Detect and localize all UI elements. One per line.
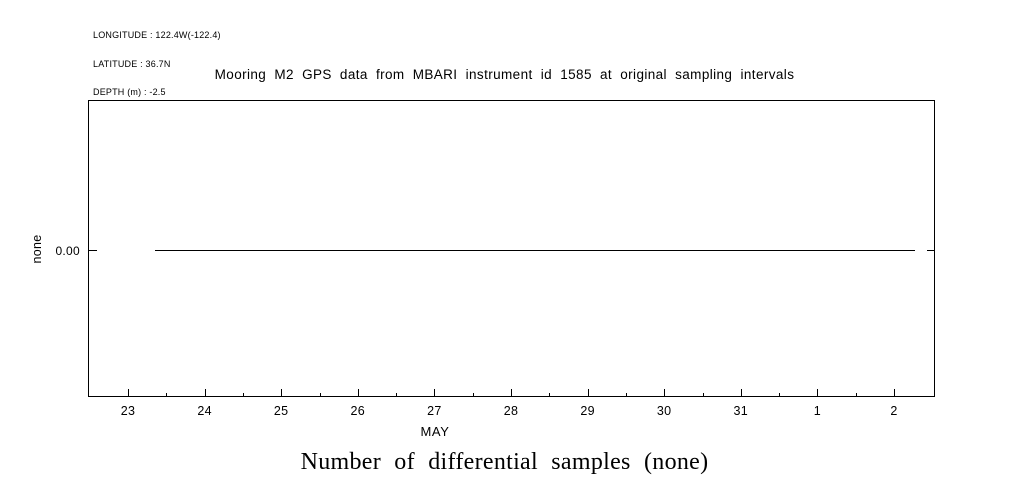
x-tick-mark — [128, 389, 129, 397]
x-tick-mark — [357, 389, 359, 397]
x-tick-label: 29 — [580, 404, 595, 418]
x-tick-label: 30 — [656, 404, 672, 418]
y-axis-title: none — [30, 234, 44, 264]
x-minor-tick-mark — [319, 393, 321, 397]
x-tick-label: 25 — [273, 404, 289, 418]
x-axis-title: MAY — [420, 424, 450, 439]
x-minor-tick-mark — [472, 393, 474, 397]
chart-caption: Number of differential samples (none) — [300, 449, 709, 475]
x-tick-mark — [281, 389, 283, 397]
x-minor-tick-mark — [549, 393, 551, 397]
y-tick-mark-right — [927, 250, 935, 251]
plot-area — [88, 100, 935, 397]
x-tick-label: 1 — [813, 404, 822, 418]
x-tick-mark — [664, 389, 666, 397]
x-tick-mark — [587, 389, 589, 397]
y-tick-label: 0.00 — [55, 244, 80, 258]
x-tick-label: 24 — [197, 404, 212, 418]
x-minor-tick-mark — [855, 393, 857, 397]
x-minor-tick-mark — [779, 393, 781, 397]
x-tick-mark — [434, 389, 436, 397]
x-tick-mark — [817, 389, 819, 397]
x-tick-mark — [740, 389, 742, 397]
x-tick-mark — [204, 389, 206, 397]
y-tick-mark-left — [89, 250, 97, 251]
x-tick-label: 27 — [427, 404, 442, 418]
x-tick-label: 26 — [350, 404, 366, 418]
x-tick-mark — [894, 389, 895, 397]
x-minor-tick-mark — [166, 393, 168, 397]
x-tick-label: 2 — [890, 404, 898, 418]
x-tick-label: 23 — [120, 404, 136, 418]
x-tick-label: 31 — [733, 404, 749, 418]
data-series-line — [155, 250, 915, 251]
x-minor-tick-mark — [625, 393, 627, 397]
x-tick-label: 28 — [503, 404, 519, 418]
chart-title: Mooring M2 GPS data from MBARI instrumen… — [214, 67, 795, 82]
x-minor-tick-mark — [242, 393, 244, 397]
x-minor-tick-mark — [702, 393, 704, 397]
x-tick-mark — [511, 389, 512, 397]
metadata-latitude: LATITUDE : 36.7N — [93, 58, 171, 69]
x-minor-tick-mark — [396, 393, 398, 397]
metadata-longitude: LONGITUDE : 122.4W(-122.4) — [93, 30, 221, 40]
metadata-depth: DEPTH (m) : -2.5 — [93, 87, 166, 97]
